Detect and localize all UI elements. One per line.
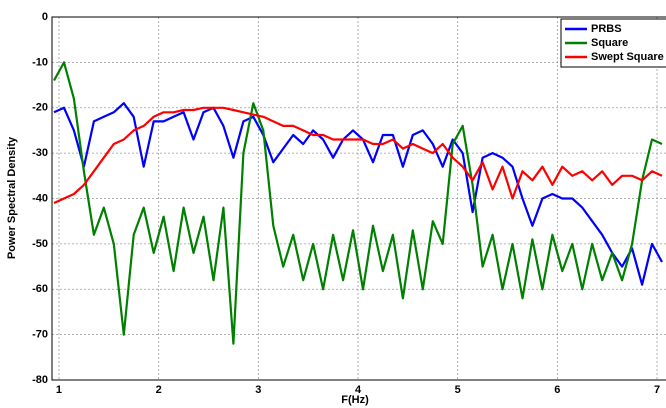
- y-tick-label: -10: [32, 56, 48, 68]
- y-tick-label: -40: [32, 192, 48, 204]
- y-tick-label: 0: [42, 11, 48, 23]
- y-tick-label: -60: [32, 283, 48, 295]
- x-tick-label: 7: [654, 384, 660, 396]
- legend-label: Swept Square: [591, 51, 664, 63]
- series-line: [53, 102, 663, 286]
- y-axis-label: Power Spectral Density: [6, 136, 18, 259]
- y-tick-label: -20: [32, 102, 48, 114]
- y-tick-label: -80: [32, 374, 48, 386]
- series-line: [53, 106, 663, 205]
- x-axis-label: F(Hz): [341, 394, 369, 406]
- plot-frame: [51, 16, 666, 381]
- x-tick-label: 2: [156, 384, 162, 396]
- x-tick-label: 1: [56, 384, 62, 396]
- x-tick-label: 4: [355, 384, 362, 396]
- y-tick-label: -70: [32, 329, 48, 341]
- legend-label: PRBS: [591, 23, 622, 35]
- x-tick-label: 3: [255, 384, 261, 396]
- legend-label: Square: [591, 37, 628, 49]
- series-line: [53, 61, 663, 345]
- x-tick-label: 5: [455, 384, 461, 396]
- y-tick-label: -50: [32, 238, 48, 250]
- y-tick-label: -30: [32, 147, 48, 159]
- x-tick-label: 6: [554, 384, 560, 396]
